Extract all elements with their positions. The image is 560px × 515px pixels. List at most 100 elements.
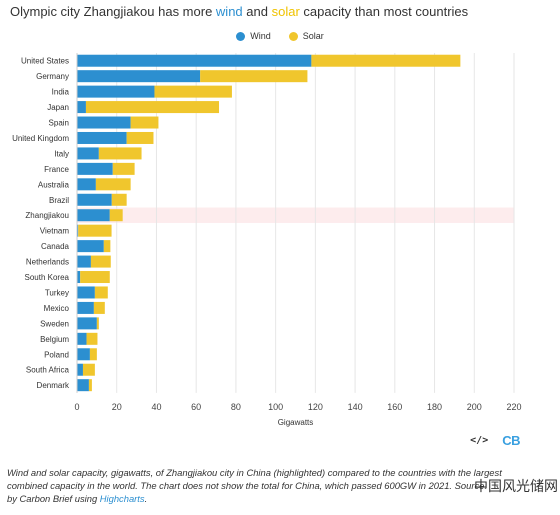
legend-item-solar[interactable]: Solar <box>288 31 324 41</box>
bar-solar-germany <box>200 70 308 83</box>
x-axis-label: Gigawatts <box>278 418 314 427</box>
embed-code-button[interactable]: </> <box>470 435 489 446</box>
bar-wind-india <box>77 85 155 98</box>
y-tick-label-brazil: Brazil <box>49 196 69 205</box>
chart-title: Olympic city Zhangjiakou has more wind a… <box>10 4 555 19</box>
bar-wind-australia <box>77 178 96 191</box>
watermark: 中国风光储网 <box>474 479 558 495</box>
y-tick-label-united-kingdom: United Kingdom <box>12 134 69 143</box>
bar-wind-japan <box>77 101 86 114</box>
x-tick-label-200: 200 <box>467 402 482 412</box>
bar-solar-netherlands <box>90 255 111 268</box>
legend-marker-solar <box>288 31 298 41</box>
legend-marker-wind <box>236 31 246 41</box>
bar-solar-turkey <box>94 286 108 299</box>
chart-toolbar: </> CB <box>470 433 520 448</box>
x-tick-label-100: 100 <box>268 402 283 412</box>
x-tick-label-0: 0 <box>74 402 79 412</box>
bar-solar-australia <box>95 178 131 191</box>
y-tick-label-france: France <box>44 165 69 174</box>
legend-item-wind[interactable]: Wind <box>236 31 271 41</box>
title-part1: Olympic city Zhangjiakou has more <box>10 4 216 19</box>
y-tick-label-germany: Germany <box>36 72 69 81</box>
bar-wind-poland <box>77 348 90 361</box>
bar-solar-japan <box>85 101 220 114</box>
caption-text2: by Carbon Brief using <box>7 493 100 504</box>
y-tick-label-italy: Italy <box>54 149 69 158</box>
legend: Wind Solar <box>0 31 560 41</box>
y-tick-label-belgium: Belgium <box>40 335 69 344</box>
bar-wind-germany <box>77 70 201 83</box>
bar-wind-united-kingdom <box>77 131 127 144</box>
bar-solar-poland <box>89 348 97 361</box>
highcharts-link[interactable]: Highcharts <box>99 493 145 504</box>
bar-wind-zhangjiakou <box>77 209 110 222</box>
bar-wind-mexico <box>77 301 94 314</box>
y-tick-label-netherlands: Netherlands <box>26 258 69 267</box>
y-tick-label-zhangjiakou: Zhangjiakou <box>25 211 69 220</box>
bar-wind-belgium <box>77 332 87 345</box>
bar-solar-zhangjiakou <box>109 209 123 222</box>
y-tick-label-united-states: United States <box>21 57 69 66</box>
bar-solar-belgium <box>86 332 98 345</box>
bar-solar-denmark <box>88 379 92 392</box>
y-tick-label-japan: Japan <box>47 103 69 112</box>
bar-solar-italy <box>98 147 142 160</box>
x-tick-label-40: 40 <box>151 402 161 412</box>
legend-label-solar: Solar <box>302 31 324 41</box>
bar-solar-united-kingdom <box>126 131 154 144</box>
highlight-band <box>77 207 514 223</box>
bar-wind-united-states <box>77 54 312 67</box>
bar-wind-denmark <box>77 379 89 392</box>
bar-solar-united-states <box>311 54 461 67</box>
bar-solar-south-africa <box>82 363 95 376</box>
x-tick-label-120: 120 <box>308 402 323 412</box>
bar-wind-south-korea <box>77 271 81 284</box>
y-tick-label-australia: Australia <box>38 180 70 189</box>
x-tick-label-140: 140 <box>348 402 363 412</box>
y-tick-label-mexico: Mexico <box>44 304 70 313</box>
caption-end: . <box>144 493 148 504</box>
title-solar-word: solar <box>271 4 300 19</box>
x-tick-label-80: 80 <box>231 402 241 412</box>
bar-wind-spain <box>77 116 131 129</box>
bar-solar-spain <box>130 116 159 129</box>
y-tick-label-spain: Spain <box>49 119 69 128</box>
bar-wind-france <box>77 162 113 175</box>
bar-solar-sweden <box>96 317 99 330</box>
bar-solar-vietnam <box>78 224 112 237</box>
bar-solar-canada <box>103 240 111 253</box>
bar-wind-canada <box>77 240 104 253</box>
x-tick-label-180: 180 <box>427 402 442 412</box>
bar-solar-mexico <box>93 301 105 314</box>
y-tick-label-denmark: Denmark <box>37 381 70 390</box>
title-part3: capacity than most countries <box>299 4 469 19</box>
y-tick-label-turkey: Turkey <box>45 288 69 297</box>
bar-wind-vietnam <box>77 224 79 237</box>
bar-solar-france <box>112 162 135 175</box>
y-tick-label-south-africa: South Africa <box>26 366 70 375</box>
y-tick-label-sweden: Sweden <box>40 319 69 328</box>
y-tick-label-india: India <box>52 88 70 97</box>
bar-solar-brazil <box>111 193 127 206</box>
y-tick-label-south-korea: South Korea <box>25 273 70 282</box>
bar-wind-sweden <box>77 317 97 330</box>
y-tick-label-canada: Canada <box>41 242 70 251</box>
bar-chart: 0 20 40 60 80 100 120 140 160 180 200 220 United Sta… <box>12 53 522 427</box>
legend-label-wind: Wind <box>250 31 271 41</box>
bar-solar-south-korea <box>80 271 110 284</box>
bar-wind-south-africa <box>77 363 83 376</box>
bar-wind-netherlands <box>77 255 91 268</box>
caption-text: Wind and solar capacity, gigawatts, of Z… <box>7 467 502 491</box>
bar-wind-turkey <box>77 286 95 299</box>
x-tick-label-220: 220 <box>506 402 521 412</box>
carbon-brief-logo[interactable]: CB <box>502 433 520 448</box>
x-tick-label-20: 20 <box>112 402 122 412</box>
chart-caption: Wind and solar capacity, gigawatts, of Z… <box>7 466 527 505</box>
title-wind-word: wind <box>215 4 243 19</box>
x-tick-label-160: 160 <box>387 402 402 412</box>
x-tick-label-60: 60 <box>191 402 201 412</box>
bar-wind-italy <box>77 147 99 160</box>
y-tick-label-poland: Poland <box>44 350 69 359</box>
bar-wind-brazil <box>77 193 112 206</box>
